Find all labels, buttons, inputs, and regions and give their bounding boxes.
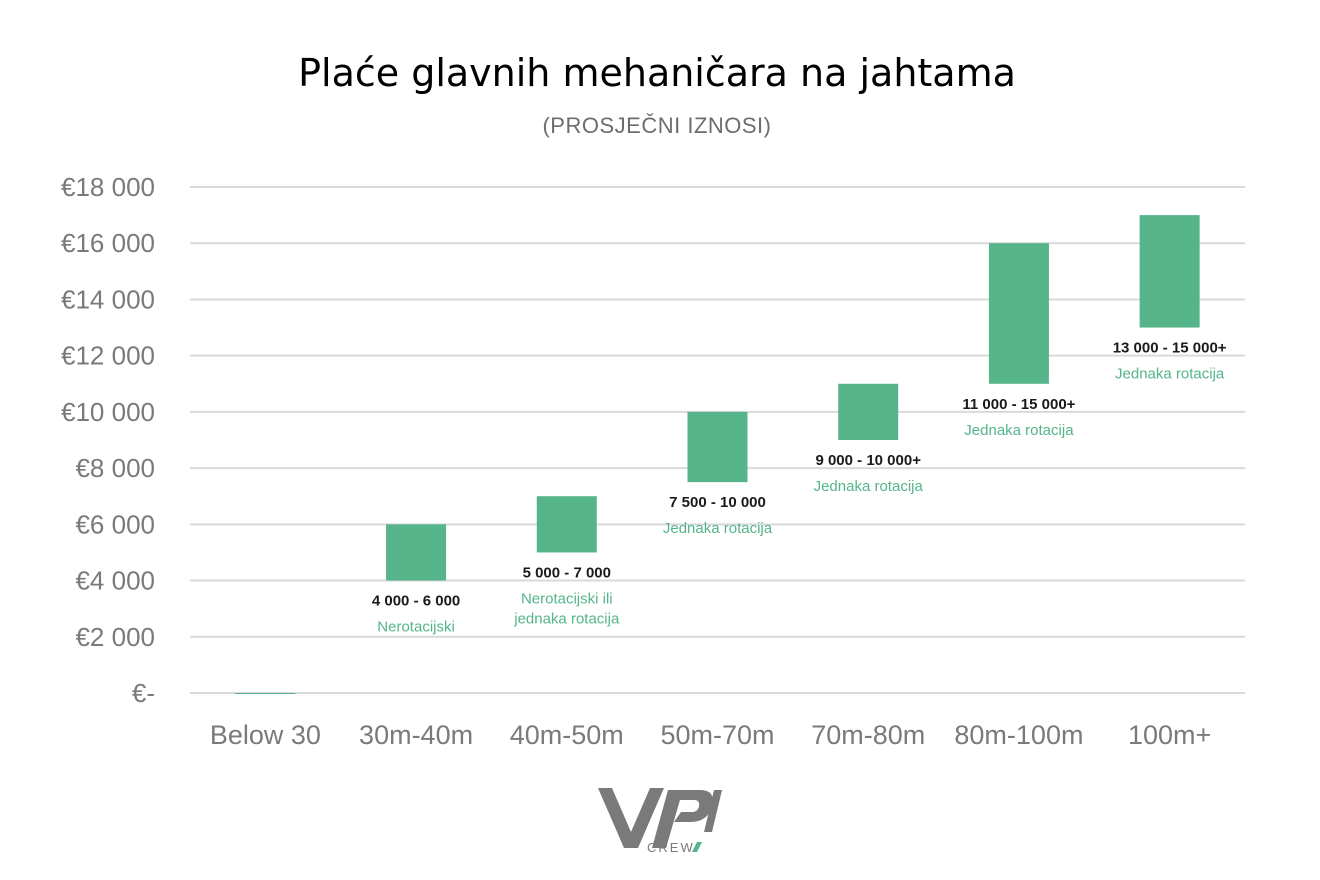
rotation-note-label: Jednaka rotacija: [814, 478, 924, 495]
y-tick-label: €12 000: [61, 341, 155, 371]
rotation-note-label: Jednaka rotacija: [663, 520, 773, 537]
range-bar: [838, 383, 899, 440]
rotation-note-label: jednaka rotacija: [513, 610, 620, 627]
range-value-label: 11 000 - 15 000+: [962, 396, 1075, 413]
range-bar: [235, 693, 296, 694]
range-bar: [536, 496, 597, 553]
vpi-crew-logo: CREW: [598, 788, 722, 855]
chart-title: Plaće glavnih mehaničara na jahtama: [298, 51, 1016, 95]
x-axis: Below 30 30m-40m 40m-50m 50m-70m 70m-80m 80m-…: [210, 720, 1211, 750]
y-tick-label: €6 000: [75, 509, 155, 539]
x-tick-label: 40m-50m: [510, 720, 624, 750]
y-tick-label: €18 000: [61, 172, 155, 202]
y-tick-label: €2 000: [75, 622, 155, 652]
y-axis: €- €2 000 €4 000 €6 000 €8 000 €10 000 €12 000…: [61, 172, 155, 708]
y-tick-label: €14 000: [61, 284, 155, 314]
y-tick-label: €8 000: [75, 453, 155, 483]
range-bar: [687, 411, 748, 483]
bar-labels: 4 000 - 6 000 Nerotacijski 5 000 - 7 000 Ne…: [372, 340, 1227, 636]
range-bar: [386, 524, 447, 581]
rotation-note-label: Nerotacijski ili: [521, 590, 613, 607]
y-tick-label: €10 000: [61, 397, 155, 427]
range-value-label: 7 500 - 10 000: [669, 494, 766, 511]
logo-accent-slash: [692, 842, 702, 852]
rotation-note-label: Nerotacijski: [377, 619, 455, 636]
x-tick-label: 100m+: [1128, 720, 1211, 750]
range-bars: [235, 215, 1200, 694]
x-tick-label: 80m-100m: [954, 720, 1083, 750]
logo-crew-text: CREW: [647, 840, 695, 855]
logo-p-mark: [652, 790, 713, 848]
chart-subtitle: (PROSJEČNI IZNOSI): [542, 113, 771, 138]
range-bar: [1139, 215, 1200, 328]
range-value-label: 5 000 - 7 000: [523, 564, 611, 581]
logo-v-mark: [598, 788, 664, 848]
logo-i-mark: [704, 790, 722, 832]
range-value-label: 13 000 - 15 000+: [1113, 340, 1227, 357]
x-tick-label: 30m-40m: [359, 720, 473, 750]
y-tick-label: €4 000: [75, 566, 155, 596]
range-value-label: 9 000 - 10 000+: [815, 452, 921, 469]
x-tick-label: Below 30: [210, 720, 321, 750]
x-tick-label: 70m-80m: [811, 720, 925, 750]
range-value-label: 4 000 - 6 000: [372, 593, 460, 610]
range-bar: [988, 243, 1049, 384]
rotation-note-label: Jednaka rotacija: [1115, 366, 1225, 383]
x-tick-label: 50m-70m: [660, 720, 774, 750]
y-tick-label: €16 000: [61, 228, 155, 258]
rotation-note-label: Jednaka rotacija: [964, 422, 1074, 439]
y-tick-label: €-: [132, 678, 155, 708]
